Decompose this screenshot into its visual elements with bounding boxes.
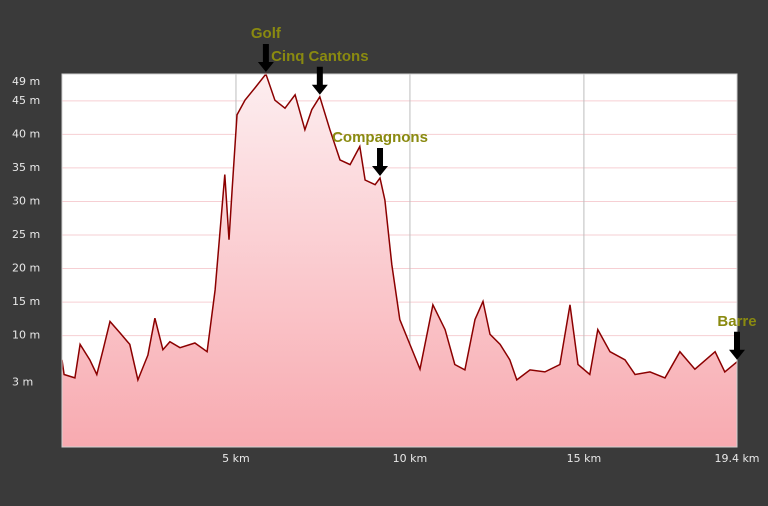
y-tick-label: 40 m bbox=[12, 127, 40, 140]
area bbox=[62, 74, 737, 447]
annotation-arrow bbox=[311, 66, 328, 95]
y-tick-label: 3 m bbox=[12, 376, 33, 389]
y-tick-label: 25 m bbox=[12, 228, 40, 241]
x-tick-label: 15 km bbox=[567, 452, 602, 465]
y-tick-label: 15 m bbox=[12, 295, 40, 308]
line bbox=[61, 72, 738, 383]
x-tick-label: 10 km bbox=[393, 452, 428, 465]
y-tick-label: 35 m bbox=[12, 161, 40, 174]
y-tick-label: 49 m bbox=[12, 75, 40, 88]
annotation-label: Barre bbox=[717, 313, 756, 330]
y-tick-label: 20 m bbox=[12, 262, 40, 275]
annotation-label: Compagnons bbox=[332, 129, 428, 146]
annotation-label: Golf bbox=[251, 25, 282, 42]
y-tick-label: 30 m bbox=[12, 194, 40, 207]
annotation-arrow bbox=[729, 331, 745, 360]
x-tick-label: 19.4 km bbox=[714, 452, 759, 465]
y-tick-label: 10 m bbox=[12, 329, 40, 342]
annotation-arrow bbox=[257, 44, 274, 72]
plot-border bbox=[61, 73, 738, 448]
x-tick-label: 5 km bbox=[222, 452, 250, 465]
y-tick-label: 45 m bbox=[12, 94, 40, 107]
annotation-arrow bbox=[372, 147, 389, 176]
annotation-label: Cinq Cantons bbox=[271, 48, 369, 65]
